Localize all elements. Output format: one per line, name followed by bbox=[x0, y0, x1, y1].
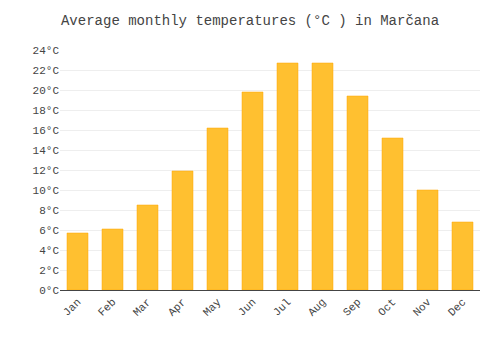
svg-text:8°C: 8°C bbox=[39, 205, 59, 217]
svg-text:4°C: 4°C bbox=[39, 245, 59, 257]
svg-text:22°C: 22°C bbox=[33, 65, 60, 77]
svg-text:Jul: Jul bbox=[271, 296, 293, 318]
svg-text:Sep: Sep bbox=[341, 296, 363, 318]
svg-text:Apr: Apr bbox=[166, 296, 188, 318]
svg-text:2°C: 2°C bbox=[39, 265, 59, 277]
svg-text:20°C: 20°C bbox=[33, 85, 60, 97]
svg-text:0°C: 0°C bbox=[39, 285, 59, 297]
svg-text:14°C: 14°C bbox=[33, 145, 60, 157]
svg-text:Jan: Jan bbox=[61, 296, 83, 318]
svg-text:Dec: Dec bbox=[446, 296, 468, 318]
svg-text:Nov: Nov bbox=[411, 296, 434, 319]
svg-text:24°C: 24°C bbox=[33, 45, 60, 57]
svg-text:Oct: Oct bbox=[376, 296, 398, 318]
svg-text:18°C: 18°C bbox=[33, 105, 60, 117]
svg-text:Aug: Aug bbox=[306, 296, 328, 318]
svg-text:Feb: Feb bbox=[96, 296, 118, 318]
svg-text:16°C: 16°C bbox=[33, 125, 60, 137]
svg-text:Mar: Mar bbox=[131, 296, 153, 318]
svg-text:Average monthly temperatures (: Average monthly temperatures (°C ) in Ma… bbox=[61, 13, 439, 29]
svg-text:6°C: 6°C bbox=[39, 225, 59, 237]
svg-text:12°C: 12°C bbox=[33, 165, 60, 177]
svg-text:May: May bbox=[201, 296, 224, 319]
svg-text:10°C: 10°C bbox=[33, 185, 60, 197]
svg-text:Jun: Jun bbox=[236, 296, 258, 318]
